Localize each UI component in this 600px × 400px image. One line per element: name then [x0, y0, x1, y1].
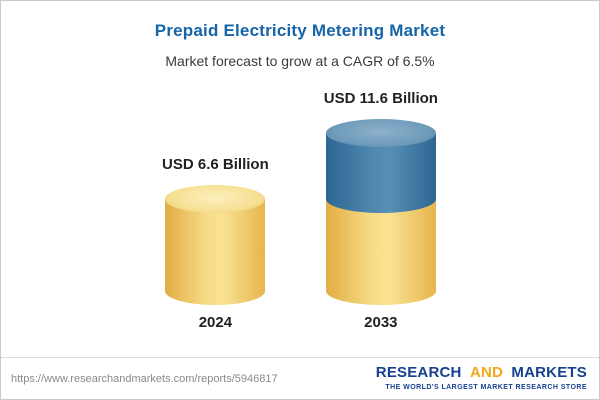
source-url: https://www.researchandmarkets.com/repor…	[11, 372, 278, 385]
logo-word-markets: MARKETS	[511, 364, 587, 382]
bar-chart: USD 6.6 Billion 2024 USD 11.6 Billion 20…	[1, 90, 599, 331]
cylinder-2033	[325, 119, 436, 305]
logo-word-research: RESEARCH	[375, 364, 462, 382]
chart-subtitle: Market forecast to grow at a CAGR of 6.5…	[165, 53, 435, 69]
brand-logo: RESEARCH AND MARKETS THE WORLD'S LARGEST…	[376, 365, 587, 391]
chart-title: Prepaid Electricity Metering Market	[154, 21, 446, 40]
cylinder-2024	[165, 185, 266, 305]
logo-tagline: THE WORLD'S LARGEST MARKET RESEARCH STOR…	[385, 383, 587, 391]
value-label-2033: USD 11.6 Billion	[323, 90, 438, 108]
x-axis-label-2033: 2033	[364, 314, 398, 331]
bar-group-2033: USD 11.6 Billion 2033	[324, 90, 438, 331]
logo-wordmark: RESEARCH AND MARKETS	[376, 365, 587, 382]
chart-header: Prepaid Electricity Metering Market Mark…	[1, 21, 599, 69]
footer: https://www.researchandmarkets.com/repor…	[1, 357, 599, 399]
cylinder-2024-cap	[165, 185, 266, 214]
cylinder-2024-body	[165, 199, 266, 305]
x-axis-label-2024: 2024	[198, 314, 233, 331]
cylinder-2033-cap	[325, 119, 436, 148]
cylinder-2033-base-segment	[325, 199, 436, 305]
bar-group-2024: USD 6.6 Billion 2024	[162, 156, 269, 331]
value-label-2024: USD 6.6 Billion	[162, 156, 269, 174]
logo-word-and: AND	[469, 364, 504, 382]
